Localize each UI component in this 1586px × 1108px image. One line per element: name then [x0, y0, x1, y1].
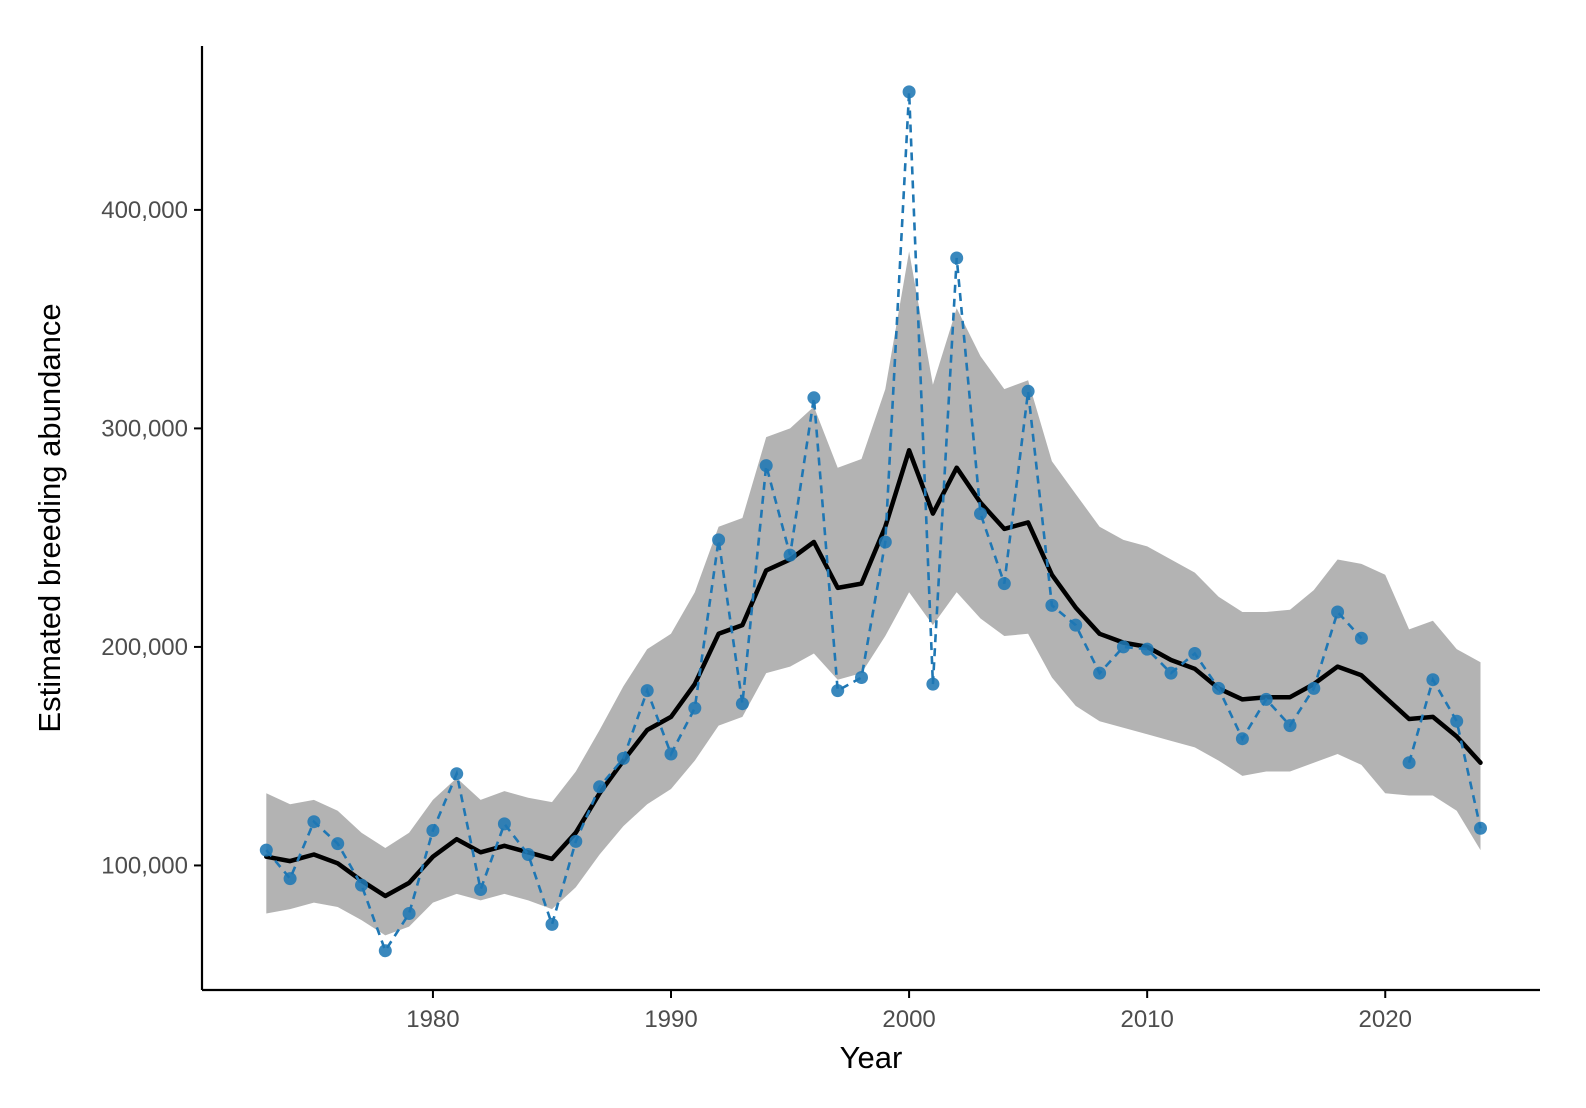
observed-point: [569, 834, 583, 848]
observed-point: [1116, 640, 1130, 654]
observed-point: [426, 824, 440, 837]
observed-point: [997, 577, 1011, 591]
observed-point: [1093, 666, 1107, 680]
x-tick-label: 2020: [1359, 1006, 1412, 1033]
observed-point: [355, 878, 368, 892]
observed-point: [1021, 384, 1035, 398]
y-tick-label: 100,000: [101, 852, 188, 879]
x-tick-label: 2000: [882, 1006, 935, 1033]
observed-point: [688, 701, 702, 715]
observed-point: [378, 944, 392, 958]
observed-point: [1354, 631, 1368, 645]
observed-point: [712, 533, 726, 547]
observed-point: [521, 848, 535, 861]
observed-point: [950, 251, 964, 265]
x-ticks: 1980 1990 2000 2010 2020: [406, 990, 1412, 1033]
observed-point: [974, 507, 987, 521]
plot-marks: [259, 85, 1487, 958]
x-tick-label: 2010: [1120, 1006, 1173, 1033]
observed-point: [831, 684, 845, 698]
y-ticks: 100,000 200,000 300,000 400,000: [101, 197, 202, 879]
observed-point: [783, 548, 797, 562]
observed-point: [1474, 821, 1487, 835]
observed-point: [331, 837, 345, 851]
observed-point: [307, 815, 321, 829]
observed-point: [474, 883, 488, 896]
observed-point: [450, 767, 464, 781]
observed-point: [664, 747, 678, 761]
observed-point: [545, 917, 559, 931]
y-tick-label: 300,000: [101, 415, 188, 442]
observed-point: [759, 459, 773, 473]
observed-point: [1331, 605, 1345, 619]
y-tick-label: 200,000: [101, 634, 188, 661]
observed-point: [878, 535, 892, 549]
observed-point: [1212, 681, 1226, 695]
observed-point: [402, 907, 416, 920]
observed-point: [283, 872, 297, 886]
observed-point: [1402, 756, 1416, 770]
observed-point: [902, 85, 916, 99]
observed-point: [1140, 642, 1154, 656]
confidence-band: [266, 251, 1481, 936]
observed-point: [259, 843, 273, 857]
observed-point: [593, 780, 607, 794]
observed-point: [497, 817, 511, 831]
observed-point: [616, 751, 630, 765]
observed-dashed-line: [265, 91, 1482, 954]
observed-point: [1426, 673, 1440, 687]
observed-point: [1259, 692, 1273, 706]
observed-point: [807, 391, 821, 405]
observed-point: [1235, 732, 1249, 746]
observed-point: [1164, 666, 1178, 680]
observed-point: [1307, 681, 1321, 695]
observed-point: [926, 677, 940, 691]
observed-point: [1450, 714, 1464, 728]
observed-points: [259, 85, 1487, 958]
observed-point: [1188, 647, 1202, 660]
observed-point: [1283, 719, 1297, 733]
y-axis-title: Estimated breeding abundance: [32, 303, 67, 732]
x-tick-label: 1980: [406, 1006, 459, 1033]
trend-line: [264, 448, 1483, 899]
observed-point: [735, 697, 749, 711]
axes: 1980 1990 2000 2010 2020 100,000 200,000 300,0…: [101, 46, 1540, 1033]
y-tick-label: 400,000: [101, 197, 188, 224]
x-axis-title: Year: [840, 1040, 903, 1075]
observed-point: [855, 671, 868, 684]
x-tick-label: 1990: [644, 1006, 697, 1033]
observed-point: [1045, 598, 1059, 612]
observed-point: [640, 684, 654, 698]
observed-point: [1069, 618, 1083, 632]
